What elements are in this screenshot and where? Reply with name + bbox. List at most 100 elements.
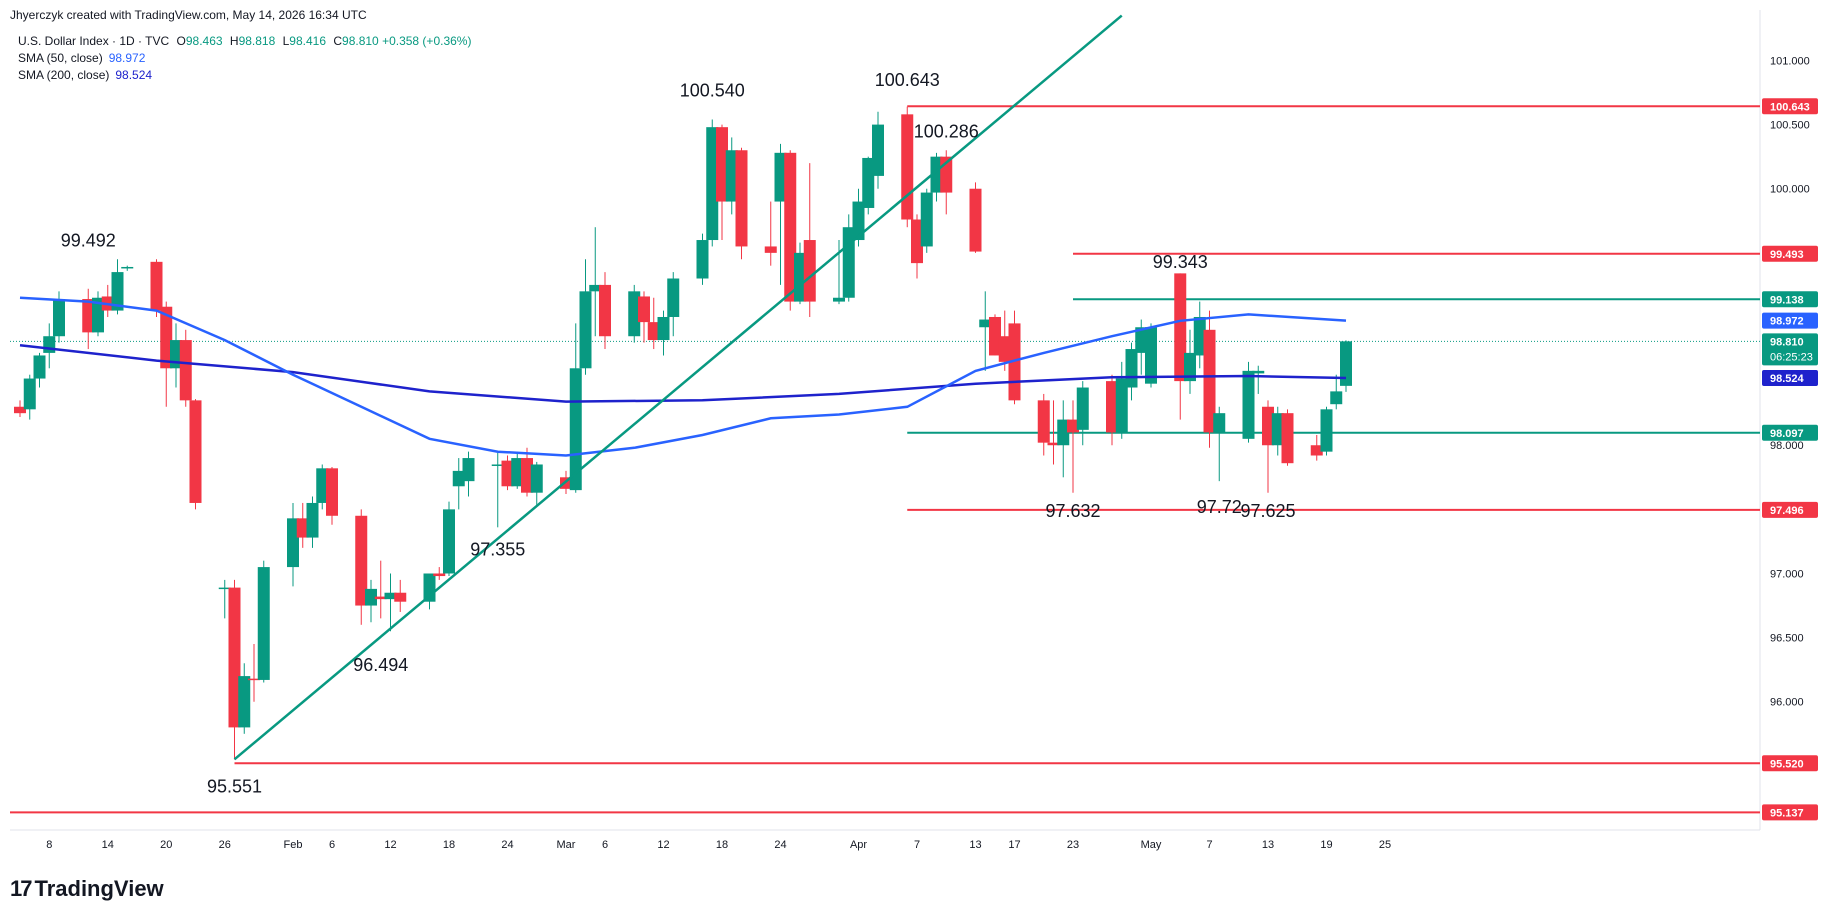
candle-body [257, 567, 270, 680]
candle-body [716, 127, 728, 202]
candle-body [638, 296, 650, 323]
candle-body [696, 240, 709, 279]
candle-body [1125, 349, 1138, 388]
candle-body [384, 592, 397, 600]
candle-body [443, 509, 455, 574]
price-tag [1762, 501, 1818, 518]
candle-body [1057, 419, 1070, 446]
x-tick-label: 18 [716, 839, 728, 851]
sma50-line [19, 296, 1347, 457]
change-value: +0.358 (+0.36%) [382, 34, 472, 48]
candle-body [628, 291, 641, 337]
candle-body [462, 458, 475, 482]
candle-body [930, 156, 943, 193]
candle-body [706, 127, 719, 241]
sma50-label: SMA (50, close) [18, 51, 103, 65]
price-tag-label: 98.810 [1770, 336, 1804, 348]
candle-body [228, 587, 241, 728]
y-tick-label: 97.000 [1770, 568, 1804, 580]
y-tick-label: 100.000 [1770, 184, 1810, 196]
x-tick-label: 7 [914, 839, 920, 851]
y-tick-label: 100.500 [1770, 120, 1810, 132]
candle-body [92, 297, 104, 333]
open-label: O [176, 34, 186, 48]
candle-body [326, 468, 338, 516]
y-tick-label: 101.000 [1770, 55, 1810, 67]
price-tag [1762, 804, 1818, 821]
candle-body [1184, 352, 1196, 382]
candle-body [374, 596, 387, 600]
candle-body [1320, 409, 1333, 452]
sma200-line [19, 343, 1347, 403]
close-value: 98.810 [342, 34, 379, 48]
price-tag-label: 100.643 [1770, 101, 1810, 113]
candle-body [569, 368, 582, 491]
candle-body [511, 458, 524, 487]
brand-name: TradingView [34, 876, 164, 901]
candle-body [872, 124, 884, 176]
x-tick-label: 24 [774, 839, 786, 851]
price-tag-label: 98.972 [1770, 316, 1804, 328]
candle-body [862, 157, 875, 208]
price-annotation: 97.72 [1197, 497, 1242, 517]
price-tag [1762, 755, 1818, 772]
tradingview-logo-icon: 17 [10, 876, 33, 901]
x-tick-label: 6 [329, 839, 335, 851]
legend-sma50-row[interactable]: SMA (50, close) 98.972 [18, 50, 471, 67]
candle-body [1340, 341, 1352, 386]
x-tick-label: 13 [1262, 839, 1274, 851]
price-tag-label: 99.493 [1770, 249, 1804, 261]
candle-body [179, 340, 192, 401]
candle-body [979, 319, 992, 328]
price-annotation: 95.551 [207, 777, 262, 797]
candle-body [1174, 273, 1187, 382]
price-tag [1762, 245, 1818, 262]
candle-body [852, 201, 865, 241]
candle-body [667, 278, 680, 317]
candle-body [1047, 442, 1060, 446]
price-tag-label: 95.137 [1770, 807, 1804, 819]
chart-legend: U.S. Dollar Index · 1D · TVC O98.463 H98… [18, 33, 471, 84]
candle-body [1135, 327, 1148, 353]
candle-body [111, 272, 124, 311]
candle-body [23, 378, 36, 410]
x-tick-label: 19 [1320, 839, 1332, 851]
candle-body [306, 502, 319, 538]
candle-body [579, 291, 592, 369]
candle-body [1067, 419, 1079, 433]
candle-body [121, 266, 134, 269]
y-tick-label: 96.000 [1770, 697, 1804, 709]
candle-body [1037, 400, 1050, 443]
price-annotation: 100.643 [875, 70, 940, 90]
price-annotation: 96.494 [353, 655, 408, 675]
candle-body [1106, 381, 1118, 433]
candle-body [521, 458, 533, 493]
candle-body [911, 219, 923, 264]
x-tick-label: 20 [160, 839, 172, 851]
low-label: L [282, 34, 290, 48]
price-tag-label: 97.496 [1770, 505, 1804, 517]
candle-body [189, 400, 202, 503]
candle-body [160, 306, 173, 369]
candle-body [452, 470, 465, 487]
x-tick-label: May [1141, 839, 1162, 851]
candle-body [833, 297, 845, 302]
price-tag [1762, 370, 1818, 387]
candle-body [735, 150, 748, 247]
candle-body [14, 406, 26, 414]
y-tick-label: 96.500 [1770, 633, 1804, 645]
candle-body [1242, 370, 1255, 439]
legend-sma200-row[interactable]: SMA (200, close) 98.524 [18, 67, 471, 84]
candle-body [316, 468, 329, 503]
price-annotation: 99.492 [61, 230, 116, 250]
candle-body [901, 114, 914, 220]
candle-body [1330, 391, 1343, 405]
high-value: 98.818 [238, 34, 276, 48]
tradingview-brand[interactable]: 17 TradingView [10, 876, 164, 902]
candle-body [296, 518, 309, 538]
candle-body [599, 284, 611, 337]
price-tag [1762, 333, 1818, 366]
high-label: H [229, 34, 239, 48]
candle-body [589, 284, 602, 292]
